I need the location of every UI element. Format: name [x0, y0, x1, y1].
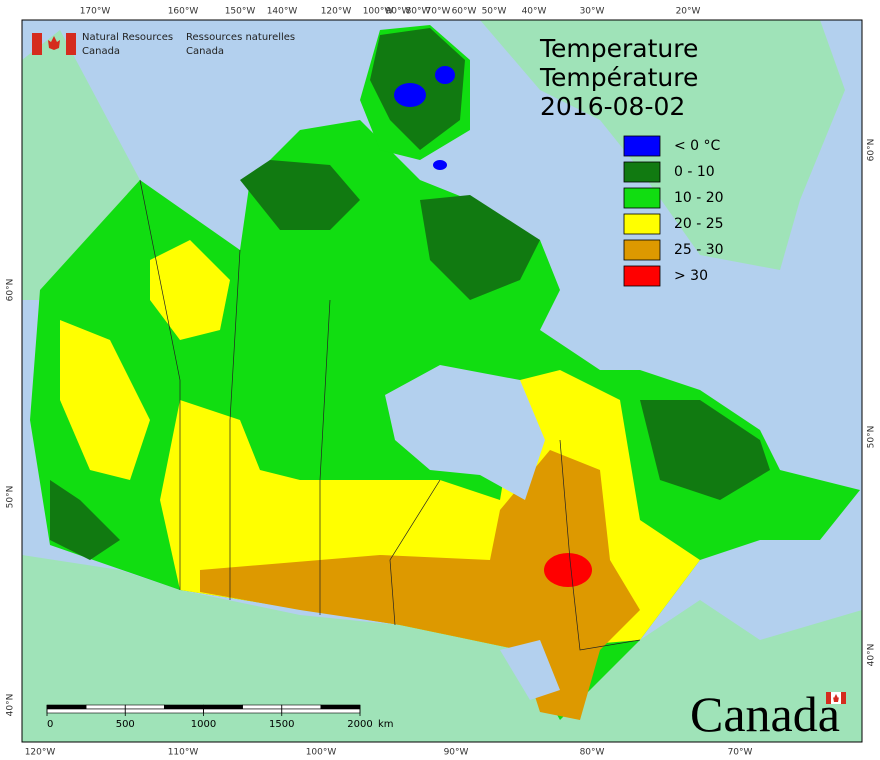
title-en: Temperature: [539, 34, 698, 63]
scale-bar: 0 500 1000 1500 2000 km: [46, 704, 394, 730]
scale-segment: [124, 708, 204, 714]
bottom-longitude-label: 110°W: [168, 748, 199, 758]
boundary: [229, 249, 241, 600]
top-longitude-label: 30°W: [580, 7, 605, 17]
bottom-longitude-label: 70°W: [728, 748, 753, 758]
zone-20-25-north: [150, 240, 230, 340]
scale-segment: [124, 704, 165, 710]
legend-label: < 0 °C: [674, 138, 721, 154]
alaska: [22, 30, 140, 300]
scale-segment: [242, 704, 283, 710]
top-longitude-label: 140°W: [267, 7, 298, 17]
legend: < 0 °C 0 - 10 10 - 20 20 - 25 25 - 30 > 30: [623, 135, 724, 287]
top-longitude-label: 160°W: [168, 7, 199, 17]
flag-bar: [32, 33, 42, 55]
boundary: [389, 479, 441, 626]
agency-fr: Ressources naturelles: [186, 32, 295, 43]
left-latitude-label: 60°N: [6, 279, 16, 302]
legend-swatch: [623, 239, 661, 261]
legend-swatch: [623, 187, 661, 209]
zone-0-10-labrador: [640, 400, 770, 500]
top-longitude-label: 20°W: [676, 7, 701, 17]
bottom-longitude-label: 120°W: [25, 748, 56, 758]
wordmark-leaf: [833, 694, 839, 702]
great-lakes: [500, 640, 560, 700]
right-latitude-label: 40°N: [867, 644, 877, 667]
top-longitude-label: 50°W: [482, 7, 507, 17]
zone-below-0: [433, 160, 447, 170]
bottom-longitude-label: 100°W: [306, 748, 337, 758]
boundary: [319, 299, 331, 615]
top-longitude-label: 40°W: [522, 7, 547, 17]
legend-label: > 30: [674, 268, 708, 284]
top-longitude-label: 80°W: [406, 7, 431, 17]
scale-label: 2000: [347, 719, 372, 730]
zone-20-25-bc: [60, 320, 150, 480]
top-longitude-label: 90°W: [386, 7, 411, 17]
agency-fr: Canada: [186, 46, 224, 57]
legend-label: 20 - 25: [674, 216, 724, 232]
scale-segment: [281, 704, 322, 710]
maple-leaf: [48, 36, 60, 50]
frame-border: [21, 19, 863, 743]
scale-segment: [281, 708, 361, 714]
boundary: [139, 179, 181, 590]
map-date: 2016-08-02: [540, 92, 685, 121]
legend-swatch: [623, 213, 661, 235]
top-longitude-label: 170°W: [80, 7, 111, 17]
top-longitude-label: 70°W: [426, 7, 451, 17]
top-longitude-label: 120°W: [321, 7, 352, 17]
right-latitude-label: 50°N: [867, 426, 877, 449]
boundary: [559, 439, 641, 651]
legend-label: 0 - 10: [674, 164, 715, 180]
wordmark-flag-bar: [826, 692, 831, 704]
flag-bar: [66, 33, 76, 55]
zone-0-10-baffin: [420, 195, 540, 300]
legend-swatch: [623, 161, 661, 183]
top-longitude-label: 60°W: [452, 7, 477, 17]
scale-label: 1500: [269, 719, 294, 730]
legend-swatch: [623, 135, 661, 157]
scale-label: 500: [116, 719, 135, 730]
right-latitude-label: 60°N: [867, 139, 877, 162]
scale-segment: [203, 708, 283, 714]
scale-segment: [203, 704, 243, 710]
scale-segment: [320, 704, 361, 710]
zone-0-10-coast: [50, 480, 120, 560]
agency-en: Canada: [82, 46, 120, 57]
wordmark-flag-bar: [841, 692, 846, 704]
scale-segment: [46, 704, 87, 710]
left-latitude-label: 50°N: [6, 486, 16, 509]
map-frame: [21, 19, 863, 743]
legend-label: 25 - 30: [674, 242, 724, 258]
scale-segment: [85, 704, 126, 710]
greenland: [480, 20, 845, 270]
graticule-labels: 170°W 160°W 150°W 140°W 120°W 100°W90°W80°W70…: [6, 7, 877, 758]
left-latitude-label: 40°N: [6, 694, 16, 717]
legend-swatch: [623, 265, 661, 287]
top-longitude-label: 150°W: [225, 7, 256, 17]
bottom-longitude-label: 90°W: [444, 748, 469, 758]
zone-below-0: [435, 66, 455, 84]
title-fr: Température: [539, 63, 698, 92]
zone-above-30: [544, 553, 592, 587]
wordmark: Canada: [690, 686, 846, 742]
top-longitude-label: 100°W: [363, 7, 394, 17]
zone-below-0: [394, 83, 426, 107]
agency-en: Natural Resources: [82, 32, 173, 43]
bottom-longitude-label: 80°W: [580, 748, 605, 758]
scale-label: 1000: [191, 719, 216, 730]
legend-label: 10 - 20: [674, 190, 724, 206]
zone-0-10-islands: [240, 160, 360, 230]
scale-segment: [46, 708, 126, 714]
scale-unit: km: [378, 719, 394, 730]
scale-label: 0: [47, 719, 53, 730]
agency-signature: Natural Resources Canada Ressources natu…: [32, 32, 295, 57]
hudson-bay: [385, 365, 545, 500]
scale-segment: [164, 704, 204, 710]
canada-wordmark: Canada: [690, 686, 840, 742]
usa: [22, 555, 862, 742]
